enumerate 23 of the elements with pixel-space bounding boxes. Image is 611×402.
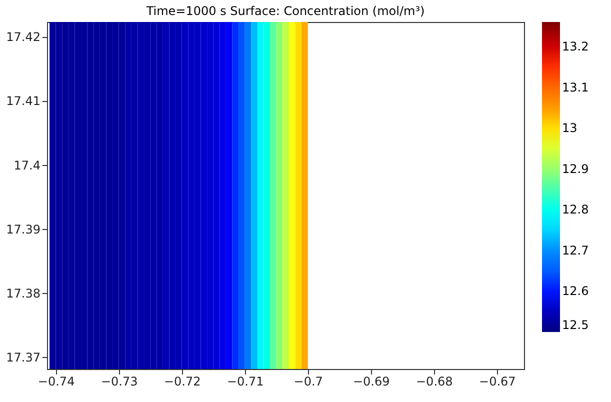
color-bar-label: 12.6	[562, 284, 589, 298]
y-tick-label: 17.39	[6, 222, 40, 236]
color-bar-label: 12.8	[562, 202, 589, 217]
x-tick-label: −0.72	[164, 374, 201, 388]
y-tick-label: 17.42	[6, 30, 40, 44]
y-tick-label: 17.37	[6, 350, 40, 364]
color-bar-label: 12.5	[562, 318, 589, 332]
x-tick-label: −0.73	[100, 374, 138, 388]
y-tick-label: 17.38	[6, 286, 40, 300]
chart-title: Time=1000 s Surface: Concentration (mol/m³)	[145, 4, 425, 18]
color-bar-label: 13.2	[562, 39, 589, 54]
x-tick-label: −0.71	[226, 374, 264, 388]
x-tick-label: −0.74	[38, 374, 75, 388]
y-tick-label: 17.4	[14, 158, 40, 172]
color-bar-label: 13.1	[562, 80, 589, 94]
color-bar-label: 13	[562, 121, 578, 136]
y-tick-label: 17.41	[6, 94, 40, 108]
x-tick-label: −0.7	[294, 374, 323, 388]
color-bar-label: 12.9	[562, 162, 589, 176]
x-tick-label: −0.68	[416, 374, 453, 388]
color-bar-label: 12.7	[562, 243, 589, 258]
x-tick-label: −0.67	[479, 374, 516, 388]
x-tick-label: −0.69	[352, 374, 390, 388]
